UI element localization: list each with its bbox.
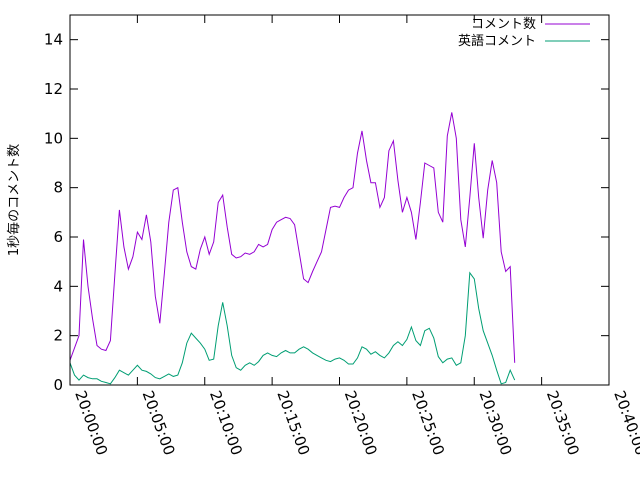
x-tick-label: 20:25:00 — [408, 388, 448, 457]
x-tick-label: 20:40:00 — [610, 388, 640, 457]
y-axis-label: 1秒毎のコメント数 — [6, 144, 22, 256]
legend: コメント数 英語コメント — [458, 17, 590, 49]
series-line-1 — [69, 271, 516, 385]
y-tick-label: 10 — [44, 129, 63, 147]
y-tick-label: 8 — [53, 179, 63, 197]
y-tick-label: 12 — [44, 80, 63, 98]
plot-frame — [69, 14, 610, 386]
x-tick-label: 20:30:00 — [475, 388, 515, 457]
x-tick-label: 20:05:00 — [139, 388, 179, 457]
x-tick-label: 20:15:00 — [273, 388, 313, 457]
x-tick-label: 20:20:00 — [341, 388, 381, 457]
x-tick-label: 20:00:00 — [71, 388, 111, 457]
chart-marks — [69, 112, 516, 385]
chart-ticks: 0 2 4 6 8 10 12 14 20:00:00 20:05:00 20:10:00 20:15… — [44, 15, 640, 458]
y-tick-label: 4 — [53, 277, 63, 295]
x-tick-label: 20:35:00 — [543, 388, 583, 457]
x-tick-label: 20:10:00 — [206, 388, 246, 457]
legend-label-comments: コメント数 — [471, 17, 536, 32]
y-tick-label: 6 — [53, 228, 63, 246]
legend-label-english-comments: 英語コメント — [458, 33, 536, 49]
y-tick-label: 0 — [53, 376, 63, 394]
y-tick-label: 14 — [44, 31, 63, 49]
y-tick-label: 2 — [53, 327, 63, 345]
series-line-0 — [69, 112, 516, 363]
